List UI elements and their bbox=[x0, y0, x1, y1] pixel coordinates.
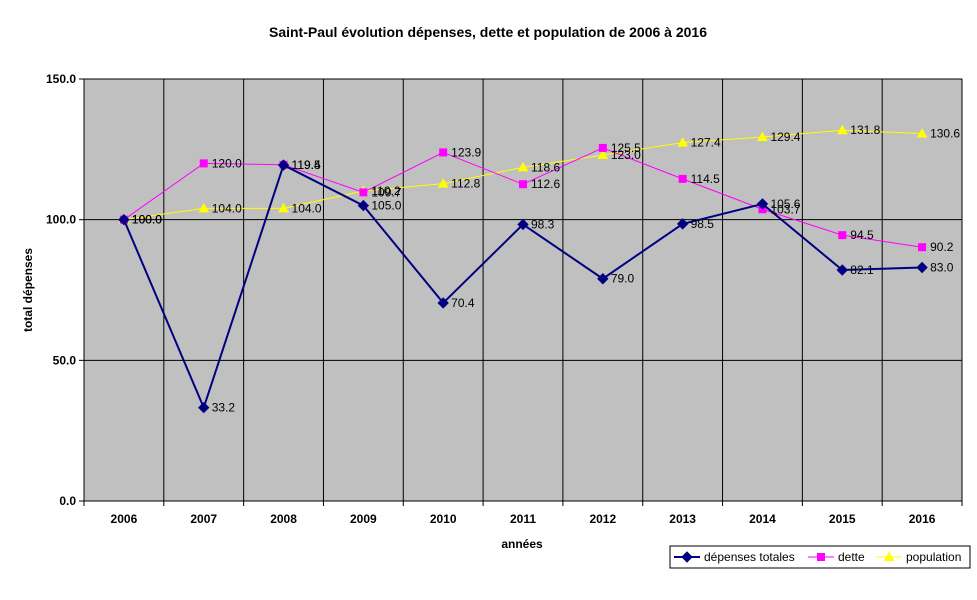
series-depenses bbox=[118, 159, 928, 414]
data-label-dette: 90.2 bbox=[930, 240, 954, 254]
data-point-depenses bbox=[357, 199, 370, 212]
x-tick-label: 2014 bbox=[749, 512, 776, 526]
data-label-population: 104.0 bbox=[292, 201, 322, 215]
data-label-dette: 100.0 bbox=[132, 213, 162, 227]
data-point-depenses bbox=[118, 213, 130, 226]
data-label-dette: 114.5 bbox=[691, 172, 720, 186]
data-point-depenses bbox=[277, 159, 290, 171]
data-labels: 100.0 33.2 119.4 105.0 70.4 98.3 79.0 98.5 105.6… bbox=[132, 123, 961, 414]
data-point-dette bbox=[918, 243, 927, 252]
data-point-depenses bbox=[916, 261, 928, 274]
data-label-dette: 103.7 bbox=[770, 202, 800, 216]
x-tick-label: 2013 bbox=[669, 512, 696, 526]
data-label-population: 100.0 bbox=[132, 213, 162, 227]
x-tick-label: 2015 bbox=[829, 512, 856, 526]
data-point-population bbox=[278, 202, 289, 213]
y-axis: 0.0 50.0 100.0 150.0 bbox=[46, 72, 85, 508]
data-point-dette bbox=[519, 180, 527, 189]
x-tick-label: 2011 bbox=[510, 512, 536, 526]
y-tick-label: 100.0 bbox=[46, 213, 76, 227]
data-label-population: 127.4 bbox=[691, 136, 721, 150]
x-tick-label: 2008 bbox=[270, 512, 297, 526]
data-point-depenses bbox=[517, 218, 529, 231]
data-label-population: 110.2 bbox=[371, 184, 400, 198]
data-label-population: 129.4 bbox=[770, 130, 800, 144]
x-tick-label: 2007 bbox=[190, 512, 217, 526]
legend: dépenses totales dette population bbox=[669, 545, 971, 569]
data-point-population bbox=[916, 128, 928, 138]
data-point-dette bbox=[598, 143, 607, 152]
series-dette bbox=[119, 143, 927, 252]
x-tick-label: 2010 bbox=[430, 512, 457, 526]
data-label-dette: 94.5 bbox=[850, 228, 874, 242]
data-label-depenses: 79.0 bbox=[611, 272, 635, 286]
data-label-depenses: 82.1 bbox=[850, 263, 874, 277]
y-tick-label: 0.0 bbox=[59, 494, 76, 508]
data-label-dette: 119.5 bbox=[292, 158, 321, 172]
data-label-dette: 120.0 bbox=[212, 156, 242, 170]
data-point-depenses bbox=[836, 264, 848, 276]
data-point-depenses bbox=[437, 297, 449, 309]
data-label-depenses: 119.4 bbox=[292, 158, 321, 172]
data-label-depenses: 33.2 bbox=[212, 401, 236, 415]
legend-item-depenses: dépenses totales bbox=[674, 550, 795, 564]
legend-marker bbox=[681, 551, 693, 563]
data-point-population bbox=[437, 178, 449, 188]
data-label-depenses: 105.0 bbox=[371, 199, 401, 213]
data-point-depenses bbox=[198, 401, 210, 414]
data-label-population: 131.8 bbox=[850, 123, 880, 137]
x-tick-label: 2006 bbox=[111, 512, 138, 526]
legend-label: dette bbox=[838, 550, 865, 564]
data-point-population bbox=[836, 124, 848, 135]
data-label-depenses: 98.3 bbox=[531, 217, 555, 231]
series-population bbox=[118, 124, 928, 224]
y-tick-label: 50.0 bbox=[53, 353, 77, 367]
data-label-dette: 125.5 bbox=[611, 141, 641, 155]
legend-item-population: population bbox=[876, 550, 961, 564]
data-label-dette: 109.7 bbox=[371, 185, 401, 199]
data-label-depenses: 105.6 bbox=[770, 197, 800, 211]
x-tick-label: 2016 bbox=[909, 512, 936, 526]
data-point-dette bbox=[439, 148, 448, 157]
data-point-population bbox=[757, 131, 768, 141]
legend-label: dépenses totales bbox=[704, 550, 795, 564]
x-axis-label: années bbox=[501, 537, 543, 551]
data-point-depenses bbox=[676, 218, 689, 230]
x-axis: 2006 2007 2008 2009 2010 2011 2012 2013 2014 2015… bbox=[83, 500, 963, 526]
y-tick-label: 150.0 bbox=[46, 72, 76, 86]
x-tick-label: 2012 bbox=[589, 512, 616, 526]
legend-item-dette: dette bbox=[808, 550, 865, 564]
data-label-population: 112.8 bbox=[451, 177, 480, 191]
y-axis-label: total dépenses bbox=[21, 248, 35, 332]
data-point-dette bbox=[678, 174, 687, 183]
data-label-depenses: 70.4 bbox=[451, 296, 475, 310]
series-layer bbox=[118, 124, 928, 414]
data-point-dette bbox=[838, 231, 847, 240]
data-point-dette bbox=[359, 188, 368, 197]
data-label-population: 104.0 bbox=[212, 201, 242, 215]
plot-background bbox=[83, 78, 963, 502]
data-point-population bbox=[198, 202, 210, 213]
data-point-dette bbox=[199, 159, 208, 168]
data-label-population: 123.0 bbox=[611, 148, 641, 162]
data-point-population bbox=[517, 161, 529, 172]
chart-title: Saint-Paul évolution dépenses, dette et … bbox=[269, 24, 707, 40]
x-tick-label: 2009 bbox=[350, 512, 377, 526]
plot-area bbox=[83, 78, 963, 502]
data-point-population bbox=[677, 137, 688, 147]
data-label-population: 130.6 bbox=[930, 127, 960, 141]
data-label-depenses: 83.0 bbox=[930, 260, 954, 274]
legend-marker bbox=[817, 553, 825, 561]
legend-marker bbox=[883, 551, 895, 561]
legend-label: population bbox=[906, 550, 961, 564]
data-point-population bbox=[597, 149, 609, 159]
data-point-depenses bbox=[756, 198, 769, 210]
data-label-depenses: 98.5 bbox=[691, 217, 715, 231]
data-label-population: 118.6 bbox=[531, 160, 560, 174]
data-point-depenses bbox=[597, 273, 609, 285]
data-label-dette: 112.6 bbox=[531, 177, 560, 191]
data-label-dette: 123.9 bbox=[451, 145, 481, 159]
data-label-depenses: 100.0 bbox=[132, 213, 162, 227]
